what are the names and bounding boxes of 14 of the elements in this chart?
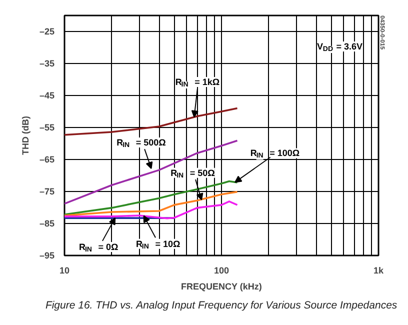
y-tick-label: –65 (39, 154, 55, 164)
y-axis-title: THD (dB) (20, 116, 30, 155)
y-tick-label: –75 (39, 186, 55, 196)
x-axis-title: FREQUENCY (kHz) (181, 282, 262, 292)
x-tick-label: 100 (214, 266, 230, 276)
x-tick-label: 10 (59, 266, 70, 276)
y-tick-label: –35 (39, 58, 55, 68)
y-tick-label: –55 (39, 122, 55, 132)
y-tick-label: –25 (39, 26, 55, 36)
x-tick-label: 1k (373, 266, 384, 276)
y-tick-label: –95 (39, 250, 55, 260)
y-tick-label: –85 (39, 218, 55, 228)
y-tick-label: –45 (39, 90, 55, 100)
caption: Figure 16. THD vs. Analog Input Frequency for Various Source Impedances (45, 300, 398, 312)
